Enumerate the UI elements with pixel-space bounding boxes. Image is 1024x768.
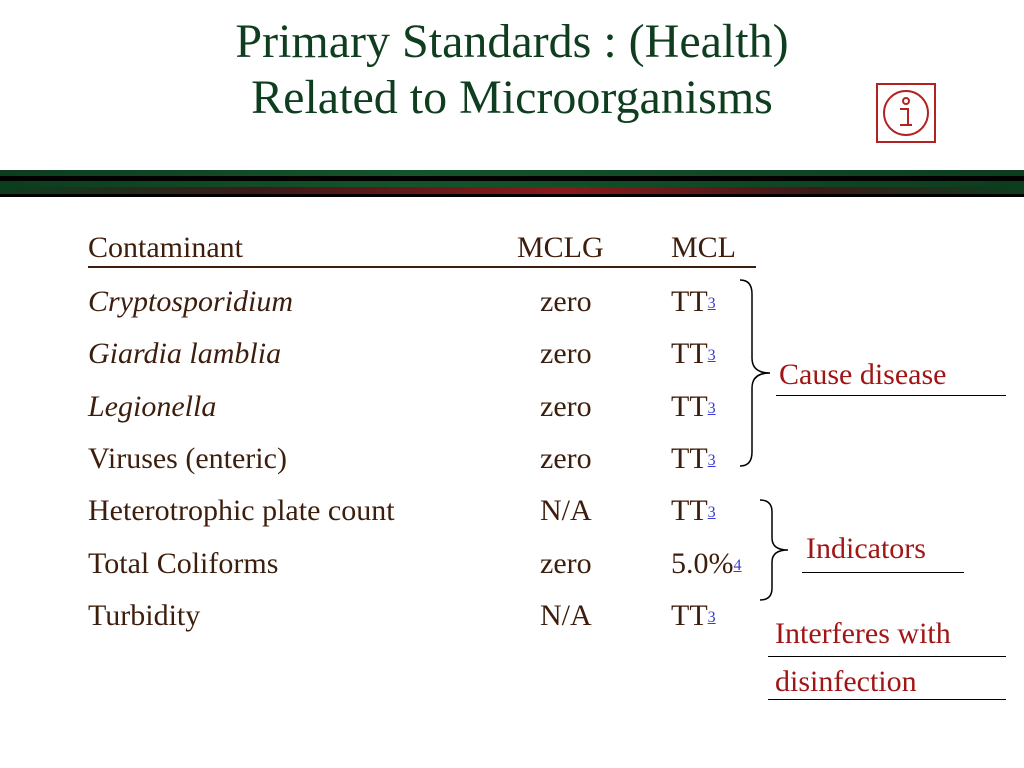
- table-row-mcl: TT3: [671, 493, 716, 529]
- slide-title: Primary Standards : (Health) Related to …: [0, 14, 1024, 126]
- mcl-value: TT: [671, 599, 708, 632]
- table-row-contaminant: Cryptosporidium: [88, 285, 294, 318]
- mcl-value: TT: [671, 442, 708, 475]
- table-row-contaminant: Total Coliforms: [88, 547, 279, 580]
- divider-band: [0, 181, 1024, 187]
- table-row-mcl: TT3: [671, 284, 716, 320]
- footnote-link[interactable]: 3: [707, 347, 716, 364]
- note-underline: [768, 699, 1006, 700]
- table-row-mcl: TT3: [671, 598, 716, 634]
- table-row-contaminant: Legionella: [88, 390, 217, 423]
- header-mcl: MCL: [671, 231, 737, 264]
- info-button[interactable]: [876, 83, 936, 143]
- table-row-mcl: TT3: [671, 441, 716, 477]
- footnote-link[interactable]: 3: [707, 504, 716, 521]
- footnote-link[interactable]: 4: [733, 557, 742, 574]
- table-row-mclg: zero: [540, 547, 592, 580]
- divider-band: [0, 176, 1024, 181]
- mcl-value: TT: [671, 390, 708, 423]
- note-interferes-line-2: disinfection: [775, 665, 917, 698]
- note-underline: [802, 572, 964, 573]
- divider-band: [0, 187, 1024, 194]
- table-row-contaminant: Giardia lamblia: [88, 337, 282, 370]
- note-underline: [768, 656, 1006, 657]
- mcl-value: TT: [671, 337, 708, 370]
- circled-i-icon: [883, 90, 929, 136]
- slide-title-line-2: Related to Microorganisms: [251, 71, 773, 124]
- table-row-mclg: zero: [540, 285, 592, 318]
- table-row-mclg: N/A: [540, 599, 592, 632]
- brace-indicators: [759, 499, 789, 601]
- table-row-mclg: zero: [540, 390, 592, 423]
- table-row-mcl: TT3: [671, 336, 716, 372]
- note-underline: [776, 395, 1006, 396]
- table-row-mcl: TT3: [671, 389, 716, 425]
- header-underline: [88, 266, 756, 268]
- header-mclg: MCLG: [517, 231, 604, 264]
- brace-cause-disease: [739, 279, 771, 467]
- mcl-value: TT: [671, 494, 708, 527]
- note-interferes-line-1: Interferes with: [775, 617, 951, 650]
- divider-band: [0, 170, 1024, 176]
- table-row-mclg: zero: [540, 337, 592, 370]
- header-contaminant: Contaminant: [88, 231, 243, 264]
- table-row-contaminant: Heterotrophic plate count: [88, 494, 395, 527]
- note-indicators: Indicators: [806, 532, 926, 565]
- slide-title-line-1: Primary Standards : (Health): [235, 15, 789, 68]
- mcl-value: 5.0%: [671, 547, 734, 580]
- footnote-link[interactable]: 3: [707, 609, 716, 626]
- table-row-contaminant: Turbidity: [88, 599, 201, 632]
- footnote-link[interactable]: 3: [707, 400, 716, 417]
- divider-band: [0, 194, 1024, 197]
- footnote-link[interactable]: 3: [707, 452, 716, 469]
- table-row-contaminant: Viruses (enteric): [88, 442, 287, 475]
- note-cause-disease: Cause disease: [779, 358, 947, 391]
- table-row-mcl: 5.0%4: [671, 546, 742, 582]
- table-row-mclg: N/A: [540, 494, 592, 527]
- mcl-value: TT: [671, 285, 708, 318]
- footnote-link[interactable]: 3: [707, 295, 716, 312]
- table-row-mclg: zero: [540, 442, 592, 475]
